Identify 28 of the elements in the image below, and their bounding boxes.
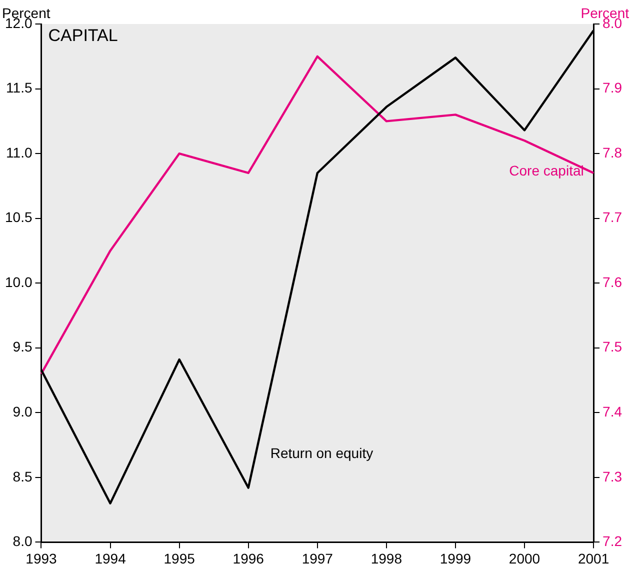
y-tick-label: 9.0 [12,404,32,420]
x-tick-label: 1999 [440,550,472,566]
y2-tick-label: 7.7 [602,209,622,226]
x-tick-label: 1994 [94,550,126,566]
y-tick-label: 8.0 [12,533,32,550]
x-tick-label: 1997 [302,550,334,566]
y-tick-label: 11.0 [6,144,32,160]
series-label: Return on equity [270,444,374,461]
x-tick-label: 1995 [164,550,196,566]
y-tick-label: 10.5 [5,209,32,226]
series-label: Core capital [509,162,584,179]
y-tick-label: 8.5 [12,468,32,484]
y2-tick-label: 7.5 [602,338,622,355]
x-tick-label: 2000 [508,550,540,566]
x-tick-label: 1996 [232,550,264,566]
y2-tick-label: 7.8 [602,144,622,160]
y2-tick-label: 7.3 [602,468,622,484]
y2-tick-label: 7.6 [602,274,622,290]
y2-tick-label: 7.4 [602,404,622,420]
x-tick-label: 2001 [578,550,610,566]
chart-title: CAPITAL [48,26,118,45]
y-tick-label: 10.0 [5,274,32,290]
y-tick-label: 11.5 [6,80,32,96]
y2-tick-label: 7.9 [602,80,622,96]
y2-tick-label: 7.2 [602,533,622,550]
y-tick-label: 9.5 [12,338,32,355]
x-tick-label: 1993 [26,550,58,566]
x-tick-label: 1998 [370,550,402,566]
